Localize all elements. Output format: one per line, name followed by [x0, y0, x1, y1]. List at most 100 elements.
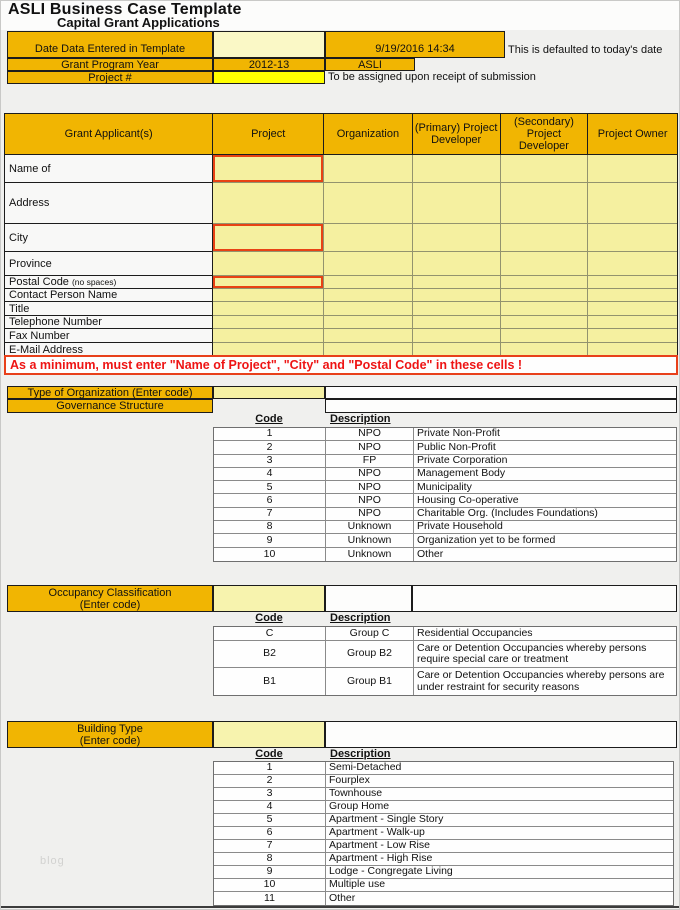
applicant-cell[interactable]: [412, 329, 501, 343]
applicant-cell[interactable]: [324, 224, 413, 252]
date-entered-input[interactable]: [213, 31, 325, 58]
table-row-email: E-Mail Address: [5, 343, 677, 356]
project-number-input[interactable]: [213, 71, 325, 84]
building-code: 5: [214, 814, 326, 827]
org-desc: Municipality: [414, 481, 676, 495]
applicant-cell[interactable]: [500, 276, 589, 289]
date-entered-value[interactable]: 9/19/2016 14:34: [325, 31, 505, 58]
applicant-cell[interactable]: [324, 343, 413, 356]
page-title: ASLI Business Case Template: [8, 1, 242, 18]
applicant-cell[interactable]: [412, 183, 501, 224]
org-desc: Organization yet to be formed: [414, 534, 676, 548]
applicant-cell[interactable]: [324, 183, 413, 224]
applicant-cell[interactable]: [588, 302, 677, 316]
applicant-cell[interactable]: [412, 289, 501, 302]
org-code: 9: [214, 534, 326, 548]
occupancy-code-header: Code: [255, 612, 283, 624]
applicant-cell[interactable]: [500, 252, 589, 276]
occupancy-code: B2: [214, 641, 326, 668]
applicant-cell[interactable]: [412, 276, 501, 289]
applicant-cell[interactable]: [588, 343, 677, 356]
type-of-organization-input[interactable]: [213, 386, 325, 399]
applicant-cell[interactable]: [500, 343, 589, 356]
occupancy-description-cell[interactable]: [412, 585, 677, 612]
applicant-cell-required[interactable]: [213, 155, 325, 183]
org-code-row: 6 NPO Housing Co-operative: [214, 494, 676, 508]
applicant-cell[interactable]: [412, 316, 501, 329]
building-code-input[interactable]: [213, 721, 325, 748]
applicant-cell[interactable]: [324, 329, 413, 343]
occupancy-code-input[interactable]: [213, 585, 325, 612]
program-value[interactable]: ASLI: [325, 58, 415, 71]
applicant-cell[interactable]: [412, 155, 501, 183]
applicant-cell[interactable]: [213, 302, 325, 316]
applicant-cell[interactable]: [412, 252, 501, 276]
type-of-organization-description-cell[interactable]: [325, 386, 677, 399]
applicant-cell[interactable]: [324, 289, 413, 302]
date-entered-label: Date Data Entered in Template: [7, 31, 213, 58]
applicant-cell[interactable]: [500, 302, 589, 316]
org-type: NPO: [326, 494, 414, 508]
applicant-cell[interactable]: [213, 289, 325, 302]
postal-code-hint: (no spaces): [71, 277, 117, 287]
postal-code-label: Postal Code: [9, 276, 69, 288]
applicant-cell[interactable]: [500, 289, 589, 302]
occupancy-group: Group B1: [326, 668, 414, 695]
building-desc: Apartment - Walk-up: [326, 827, 673, 840]
applicant-cell[interactable]: [588, 252, 677, 276]
org-code-row: 3 FP Private Corporation: [214, 454, 676, 468]
applicant-cell[interactable]: [500, 316, 589, 329]
applicant-cell[interactable]: [412, 224, 501, 252]
building-code-row: 3 Townhouse: [214, 788, 673, 801]
org-desc: Public Non-Profit: [414, 441, 676, 455]
applicant-cell[interactable]: [500, 224, 589, 252]
applicant-cell[interactable]: [213, 183, 325, 224]
building-code-table: 1 Semi-Detached 2 Fourplex 3 Townhouse 4 Gro…: [213, 761, 674, 906]
building-code: 10: [214, 879, 326, 892]
building-description-cell[interactable]: [325, 721, 677, 748]
applicant-cell[interactable]: [213, 252, 325, 276]
applicant-cell[interactable]: [588, 183, 677, 224]
applicant-cell-required[interactable]: [213, 224, 325, 252]
occupancy-group: Group B2: [326, 641, 414, 668]
applicant-cell[interactable]: [588, 276, 677, 289]
applicant-cell[interactable]: [500, 329, 589, 343]
applicant-cell[interactable]: [500, 155, 589, 183]
building-code: 3: [214, 788, 326, 801]
org-type: NPO: [326, 481, 414, 495]
applicant-cell[interactable]: [588, 289, 677, 302]
row-label: Contact Person Name: [5, 289, 214, 302]
applicant-cell[interactable]: [324, 252, 413, 276]
applicant-cell-required[interactable]: [213, 276, 325, 289]
table-row-province: Province: [5, 252, 677, 276]
applicant-cell[interactable]: [324, 155, 413, 183]
applicant-cell[interactable]: [324, 316, 413, 329]
occupancy-group-cell[interactable]: [325, 585, 412, 612]
applicant-cell[interactable]: [588, 316, 677, 329]
org-code-row: 7 NPO Charitable Org. (Includes Foundation…: [214, 507, 676, 522]
applicant-cell[interactable]: [412, 343, 501, 356]
building-desc: Apartment - High Rise: [326, 853, 673, 866]
header-project: Project: [213, 114, 325, 155]
table-row-contact-person: Contact Person Name: [5, 289, 677, 302]
applicant-cell[interactable]: [588, 329, 677, 343]
applicant-cell[interactable]: [324, 276, 413, 289]
occupancy-desc: Residential Occupancies: [414, 627, 676, 641]
applicant-cell[interactable]: [500, 183, 589, 224]
applicant-cell[interactable]: [412, 302, 501, 316]
table-row-postal-code: Postal Code (no spaces): [5, 276, 677, 289]
applicant-cell[interactable]: [213, 316, 325, 329]
org-desc: Management Body: [414, 467, 676, 482]
org-code: 6: [214, 494, 326, 508]
applicant-cell[interactable]: [588, 224, 677, 252]
applicant-cell[interactable]: [588, 155, 677, 183]
governance-structure-cell[interactable]: [325, 399, 677, 413]
applicant-cell[interactable]: [213, 329, 325, 343]
applicant-cell[interactable]: [213, 343, 325, 356]
building-desc: Group Home: [326, 801, 673, 814]
org-code: 3: [214, 454, 326, 468]
grant-year-value[interactable]: 2012-13: [213, 58, 325, 71]
applicant-cell[interactable]: [324, 302, 413, 316]
building-code-row: 9 Lodge - Congregate Living: [214, 866, 673, 879]
org-code-row: 8 Unknown Private Household: [214, 521, 676, 535]
